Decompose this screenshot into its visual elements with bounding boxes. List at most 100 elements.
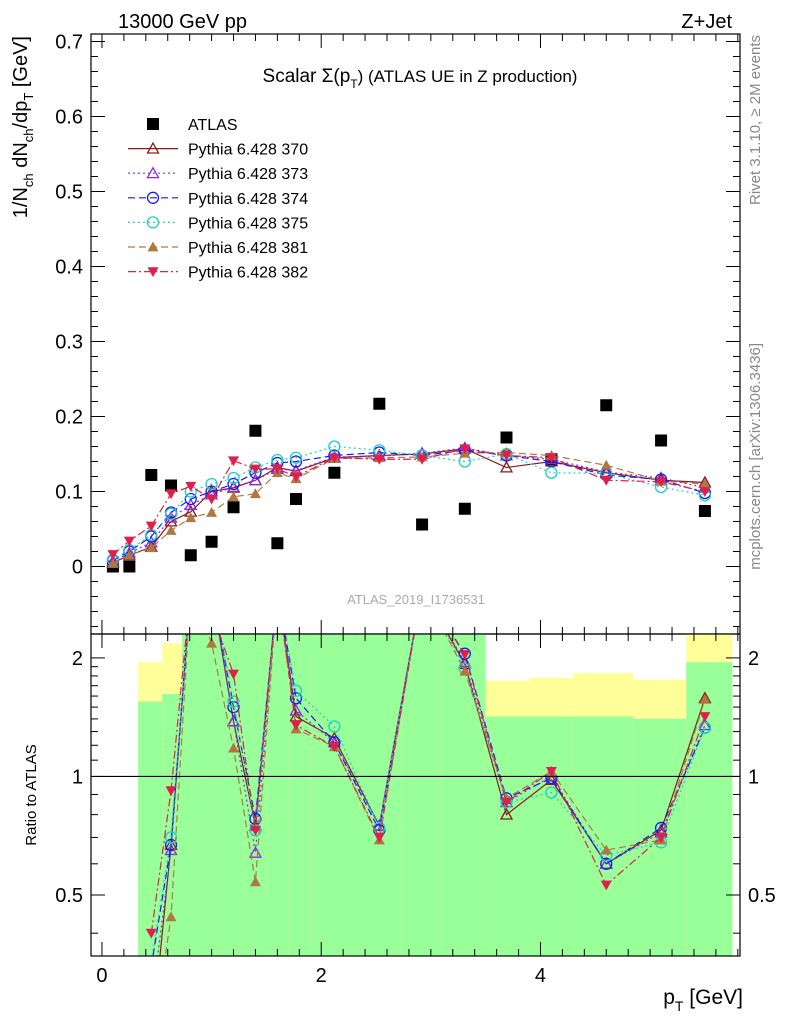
ratio-point: [145, 928, 157, 939]
band-inner: [310, 634, 360, 956]
main-point: [228, 491, 240, 502]
main-ytick-label: 0.2: [55, 407, 83, 429]
ratio-axes: 0.5 0.5 1 1 2 2 0 2 4: [55, 634, 776, 987]
legend-marker: [147, 118, 159, 130]
ratio-point: [249, 825, 261, 836]
main-point: [328, 466, 341, 479]
main-point: [123, 549, 135, 560]
main-point: [165, 489, 177, 500]
main-point: [248, 473, 263, 486]
main-ylabel-a: 1/N: [10, 187, 32, 218]
main-point: [655, 434, 668, 447]
ratio-point: [289, 684, 303, 697]
legend-marker: [147, 241, 159, 252]
ratio-xtick-label: 0: [96, 965, 107, 987]
main-point: [458, 502, 471, 515]
legend-label: Pythia 6.428 375: [188, 215, 308, 232]
ratio-point: [599, 856, 613, 869]
main-point: [699, 487, 711, 497]
main-point: [600, 399, 613, 412]
ratio-ytick-label: 2: [72, 648, 83, 670]
ratio-series-line: [151, 634, 706, 956]
header-right: Z+Jet: [681, 11, 732, 33]
ratio-xlabel-sub: T: [675, 998, 684, 1014]
ratio-point: [545, 766, 557, 777]
main-point: [416, 454, 428, 465]
main-point: [600, 459, 612, 470]
main-point: [249, 464, 261, 475]
band-inner: [200, 634, 223, 956]
main-series-line: [112, 449, 706, 562]
main-point: [205, 477, 218, 491]
ratio-point: [289, 692, 303, 705]
main-title: Scalar Σ(pT) (ATLAS UE in Z production): [263, 66, 578, 91]
band-inner: [401, 634, 442, 956]
band-inner: [686, 662, 733, 956]
main-point: [185, 481, 197, 492]
band-inner: [181, 634, 201, 956]
main-series-0: [106, 397, 711, 573]
band-inner: [573, 716, 634, 956]
main-point: [228, 456, 240, 467]
main-ytick-label: 0.5: [55, 182, 83, 204]
ratio-point: [459, 650, 471, 661]
main-point: [249, 488, 261, 499]
legend-label: Pythia 6.428 370: [188, 142, 308, 159]
ratio-xlabel: pT [GeV]: [663, 986, 743, 1014]
main-point: [184, 492, 197, 506]
main-series-line: [112, 451, 705, 565]
ratio-point: [500, 797, 512, 808]
main-point: [165, 479, 178, 492]
legend-marker: [146, 166, 160, 179]
main-point: [123, 536, 135, 547]
main-point: [328, 453, 340, 464]
main-ylabel: 1/Nch dNch/dpT [GeV]: [10, 36, 36, 218]
ratio-ytick-label: 1: [72, 766, 83, 788]
band-inner: [359, 634, 402, 956]
main-title-prefix: Scalar Σ(p: [263, 66, 351, 87]
main-series-line: [112, 448, 705, 564]
ratio-point: [165, 911, 177, 922]
main-point: [227, 501, 240, 514]
legend-marker: [147, 267, 159, 278]
ratio-frame: [90, 633, 741, 957]
ratio-xlabel-unit: [GeV]: [683, 986, 743, 1009]
main-point: [699, 478, 711, 489]
watermark: ATLAS_2019_I1736531: [347, 592, 485, 607]
ratio-point: [600, 844, 612, 855]
main-ylabel-a-sub: ch: [21, 173, 36, 187]
band-inner: [441, 634, 486, 956]
main-point: [164, 507, 178, 521]
main-point: [328, 440, 341, 453]
legend: ATLAS Pythia 6.428 370 Pythia 6.428 373 Pyt…: [128, 117, 308, 282]
main-point: [500, 451, 512, 461]
main-point: [290, 493, 303, 505]
ratio-point: [164, 838, 178, 852]
ratio-point: [373, 833, 385, 843]
ratio-series-line: [157, 634, 706, 956]
main-ylabel-c: /dp: [10, 101, 32, 129]
ratio-point: [699, 712, 711, 722]
main-ytick-label: 0.7: [55, 32, 83, 54]
ratio-xtick-label: 2: [316, 965, 327, 987]
main-ytick-label: 0.6: [55, 107, 83, 129]
ratio-point: [600, 857, 613, 870]
main-point: [249, 424, 262, 437]
main-ylabel-b: dN: [10, 142, 32, 173]
header-left: 13000 GeV pp: [118, 11, 247, 33]
ratio-series-line: [159, 634, 706, 956]
main-point: [123, 560, 136, 573]
ratio-point: [249, 876, 261, 887]
main-ytick-label: 0.3: [55, 332, 83, 354]
main-title-suffix: ) (ATLAS UE in Z production): [358, 67, 578, 86]
ratio-xlabel-p: p: [663, 986, 675, 1009]
main-point: [205, 535, 218, 548]
ratio-point: [165, 786, 177, 797]
ratio-point: [499, 807, 514, 820]
band-inner: [138, 701, 163, 956]
main-point: [289, 451, 303, 464]
legend-marker: [146, 216, 160, 229]
main-point: [373, 454, 385, 465]
main-ylabel-d: [GeV]: [10, 36, 32, 93]
ratio-point: [164, 838, 178, 850]
